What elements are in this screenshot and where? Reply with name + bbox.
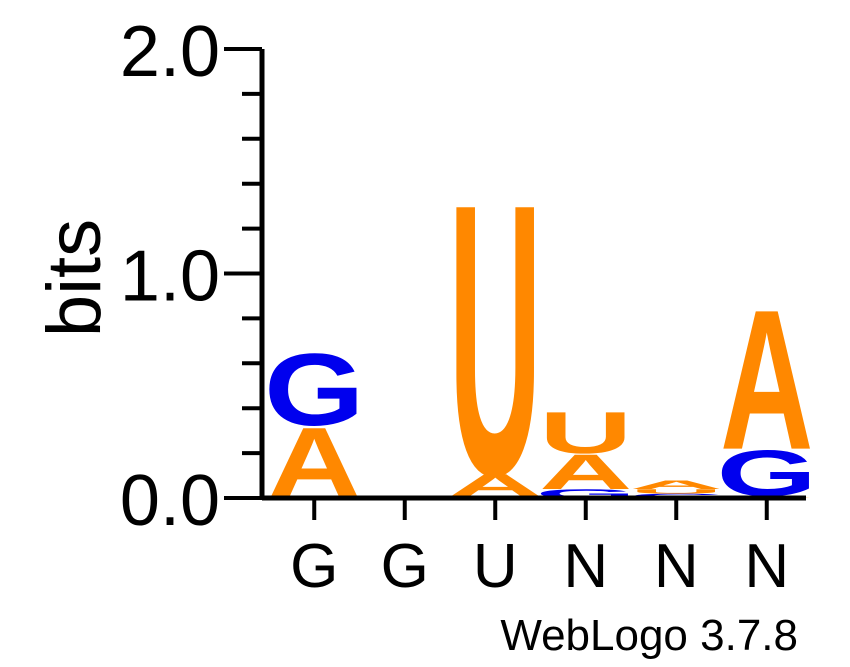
y-tick-label: 0.0: [120, 461, 220, 541]
y-axis-label: bits: [32, 219, 117, 337]
x-tick-label: U: [473, 532, 518, 601]
y-tick-label: 1.0: [120, 237, 220, 317]
x-tick-label: N: [744, 532, 789, 601]
logo-letter-u: U: [539, 400, 632, 466]
x-tick-label: N: [654, 532, 699, 601]
logo-letter-a: A: [539, 444, 632, 500]
logo-letter-g: G: [264, 332, 364, 447]
weblogo-version-label: WebLogo 3.7.8: [500, 611, 798, 660]
y-tick-label: 2.0: [120, 12, 220, 92]
y-axis: 0.0 1.0 2.0: [120, 12, 265, 541]
letter-stacks: CAGGAUGAUCUAAGA: [264, 125, 817, 557]
logo-letter-u: U: [449, 125, 542, 557]
x-tick-label: G: [381, 532, 429, 601]
x-tick-label: G: [290, 532, 338, 601]
x-tick-label: N: [563, 532, 608, 601]
logo-letter-a: A: [720, 268, 813, 491]
logo-letter-u: U: [630, 488, 723, 495]
logo-letter-a: A: [630, 478, 723, 492]
